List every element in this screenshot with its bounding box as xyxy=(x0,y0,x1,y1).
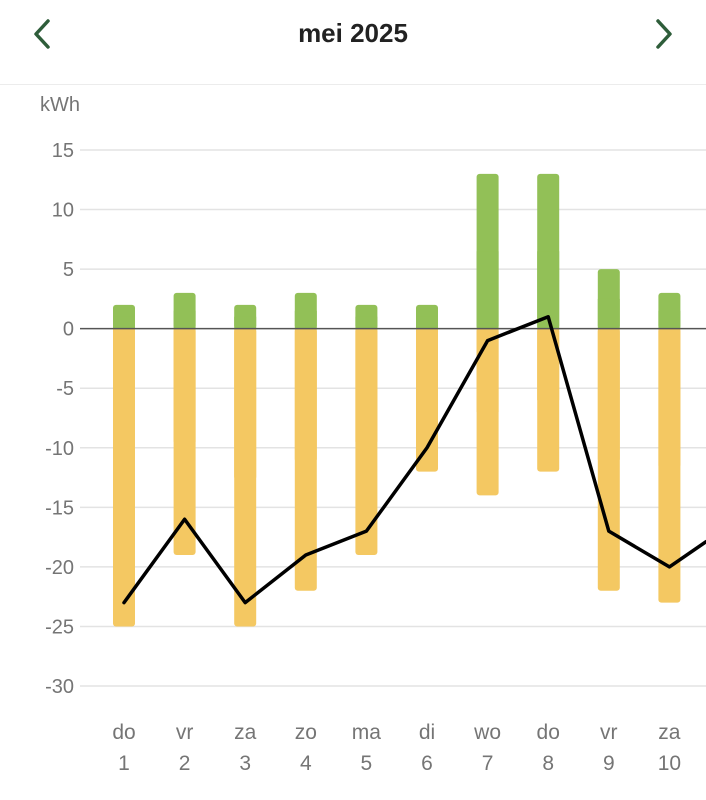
x-tick-day: 9 xyxy=(603,752,615,775)
chevron-left-icon xyxy=(34,19,50,49)
consumption-bar xyxy=(294,328,317,591)
y-tick-label: -20 xyxy=(45,557,74,579)
y-tick-label: -15 xyxy=(45,497,74,519)
production-bar xyxy=(658,292,681,329)
x-tick-weekday: di xyxy=(419,721,435,744)
consumption-bar xyxy=(173,328,196,555)
consumption-bar xyxy=(537,328,560,472)
production-bar xyxy=(355,304,378,329)
previous-month-button[interactable] xyxy=(20,12,64,56)
consumption-bar xyxy=(234,328,257,627)
production-bar xyxy=(234,304,257,329)
balance-line xyxy=(122,315,706,605)
x-tick-weekday: zo xyxy=(295,721,317,744)
bars xyxy=(113,173,681,627)
next-month-button[interactable] xyxy=(642,12,686,56)
x-axis-ticks: do 1 vr 2 za 3 zo 4 ma 5 di 6 wo 7 do 8 vr 9 za 10 xyxy=(112,721,681,775)
y-tick-label: -30 xyxy=(45,676,74,698)
x-tick-weekday: za xyxy=(234,721,257,744)
balance-line-group xyxy=(122,315,706,605)
consumption-bar xyxy=(355,328,378,555)
y-tick-label: -25 xyxy=(45,616,74,638)
x-tick-day: 10 xyxy=(658,752,681,775)
x-tick-day: 7 xyxy=(482,752,494,775)
y-axis-unit-label: kWh xyxy=(40,94,80,116)
x-tick-weekday: za xyxy=(658,721,681,744)
x-tick-weekday: vr xyxy=(176,721,194,744)
consumption-bar xyxy=(597,328,620,591)
x-tick-day: 3 xyxy=(239,752,251,775)
header: mei 2025 xyxy=(0,0,706,85)
production-bar xyxy=(173,292,196,329)
y-axis-ticks: 15 10 5 0 -5 -10 -15 -20 -25 -30 xyxy=(45,140,74,698)
x-tick-weekday: do xyxy=(537,721,560,744)
production-bar xyxy=(113,304,135,329)
y-tick-label: -10 xyxy=(45,438,74,460)
x-tick-weekday: wo xyxy=(473,721,501,744)
x-tick-day: 2 xyxy=(179,752,191,775)
x-tick-weekday: do xyxy=(112,721,135,744)
month-title: mei 2025 xyxy=(298,18,408,48)
production-bar xyxy=(294,292,317,329)
x-tick-day: 4 xyxy=(300,752,312,775)
x-tick-day: 8 xyxy=(542,752,554,775)
y-tick-label: -5 xyxy=(56,378,74,400)
y-tick-label: 0 xyxy=(63,319,74,341)
production-bar xyxy=(597,269,620,329)
x-tick-weekday: ma xyxy=(352,721,381,744)
production-bar xyxy=(476,173,499,329)
chevron-right-icon xyxy=(656,19,672,49)
production-bar xyxy=(537,173,560,329)
x-tick-day: 1 xyxy=(118,752,130,775)
y-tick-label: 10 xyxy=(52,200,74,222)
consumption-bar xyxy=(658,328,681,603)
x-tick-day: 5 xyxy=(361,752,373,775)
y-tick-label: 15 xyxy=(52,140,74,162)
y-tick-label: 5 xyxy=(63,259,74,281)
x-tick-weekday: vr xyxy=(600,721,618,744)
x-tick-day: 6 xyxy=(421,752,433,775)
production-bar xyxy=(416,304,438,329)
consumption-bar xyxy=(113,328,135,627)
